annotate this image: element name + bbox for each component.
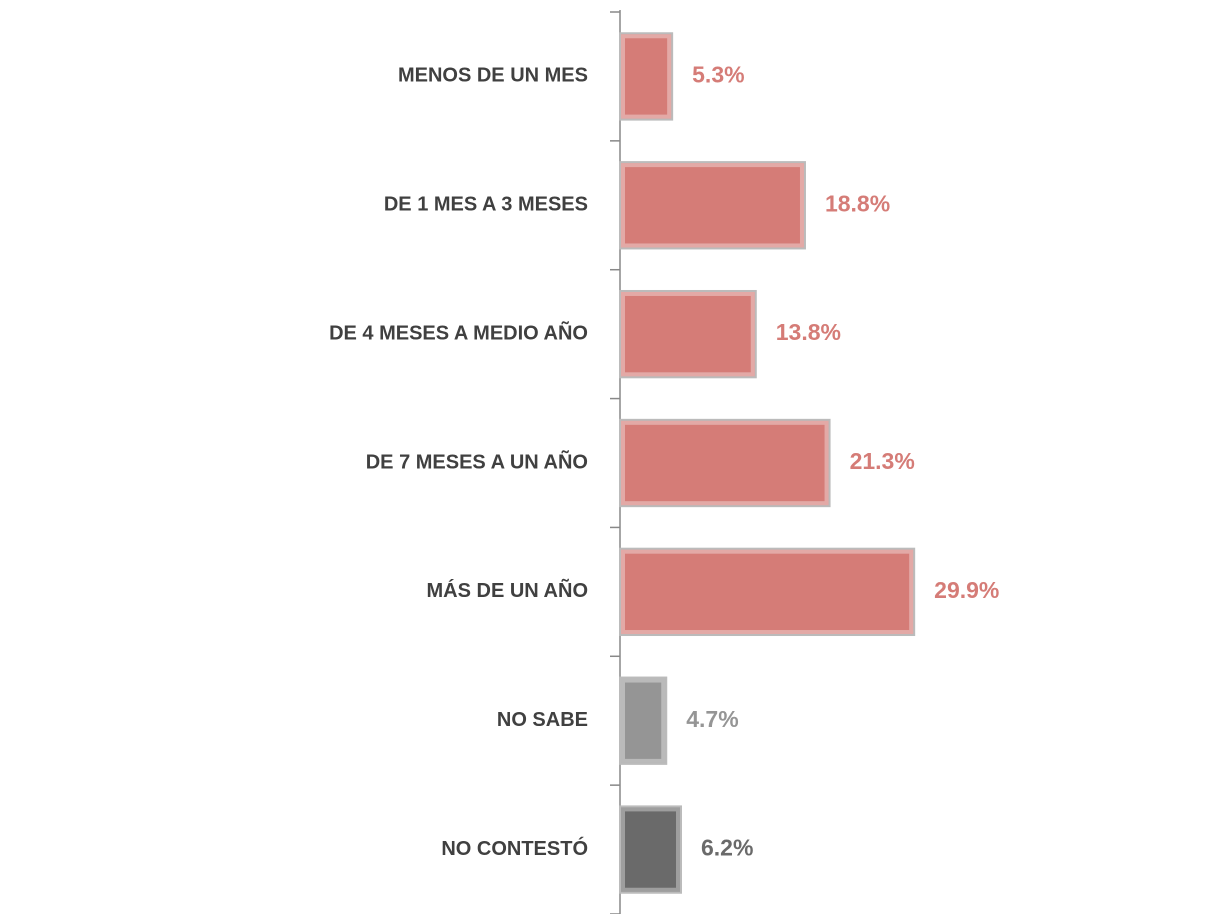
bar-bevel xyxy=(621,549,914,635)
value-label: 5.3% xyxy=(692,62,744,88)
bar-bevel xyxy=(621,163,804,248)
bar-bevel xyxy=(621,34,672,119)
bar-bevel xyxy=(621,807,680,892)
bar xyxy=(619,805,682,894)
bar xyxy=(619,289,757,379)
bar xyxy=(619,161,806,250)
bar-bevel xyxy=(621,420,829,506)
value-label: 21.3% xyxy=(850,448,915,474)
bar xyxy=(619,547,916,637)
bar-bevel xyxy=(621,678,666,763)
value-label: 29.9% xyxy=(934,577,999,603)
value-label: 13.8% xyxy=(776,319,841,345)
category-label: NO CONTESTÓ xyxy=(441,836,588,860)
value-label: 18.8% xyxy=(825,190,890,216)
bar xyxy=(619,418,831,508)
category-label: MENOS DE UN MES xyxy=(398,65,588,87)
bar xyxy=(619,32,674,121)
value-label: 6.2% xyxy=(701,835,753,861)
bar-bevel xyxy=(621,291,755,377)
category-label: NO SABE xyxy=(497,709,588,731)
value-label: 4.7% xyxy=(686,706,738,732)
category-label: DE 7 MESES A UN AÑO xyxy=(366,450,588,473)
bar xyxy=(619,676,668,765)
category-label: MÁS DE UN AÑO xyxy=(427,579,588,602)
category-label: DE 1 MES A 3 MESES xyxy=(384,194,588,216)
category-label: DE 4 MESES A MEDIO AÑO xyxy=(329,321,588,344)
